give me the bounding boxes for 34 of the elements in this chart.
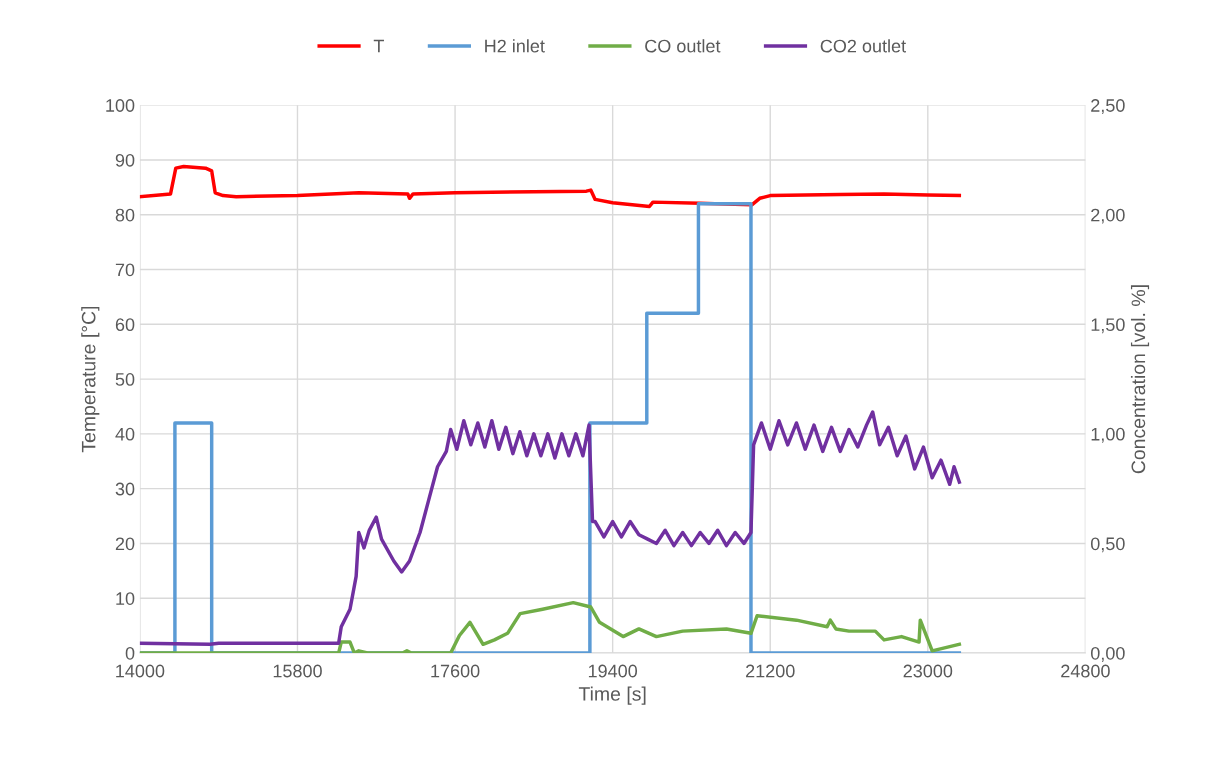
line-series [139,164,962,209]
x-tick-label: 14000 [116,664,165,678]
x-tick-label: 19400 [588,664,638,678]
y2-tick-label: 1,50 [1091,318,1125,334]
y-tick-label: 50 [115,373,135,386]
y-axis-title: Temperature [°C] [81,306,100,453]
x-tick-label: 15800 [273,664,322,678]
y-tick-label: 0 [125,646,135,660]
line-series [139,600,962,654]
legend-label: T [373,39,384,53]
x-tick-label: 21200 [746,664,795,678]
y2-tick-label: 2,50 [1091,99,1125,115]
y2-axis-title: Concentration [vol. %] [1130,285,1150,474]
y-tick-label: 20 [115,537,135,551]
y2-tick-label: 0,00 [1090,646,1125,662]
y-tick-label: 40 [115,427,135,441]
y-tick-label: 60 [115,318,135,332]
y-tick-label: 100 [106,99,135,112]
y-tick-label: 70 [115,263,135,277]
y-tick-label: 80 [115,208,135,222]
legend-label: CO outlet [645,39,721,53]
y-tick-label: 30 [115,482,135,496]
y-tick-label: 10 [116,592,135,605]
y-tick-label: 90 [115,153,135,167]
x-tick-label: 17600 [431,664,480,678]
y2-tick-label: 2,00 [1091,208,1125,224]
line-series [139,410,962,647]
y2-tick-label: 0,50 [1090,537,1125,553]
legend-label: CO2 outlet [820,39,906,53]
legend-label: H2 inlet [485,39,545,53]
y2-tick-label: 1,00 [1091,427,1125,443]
x-axis-title: Time [s] [578,686,646,705]
x-tick-label: 24800 [1061,664,1110,678]
x-tick-label: 23000 [903,664,953,678]
